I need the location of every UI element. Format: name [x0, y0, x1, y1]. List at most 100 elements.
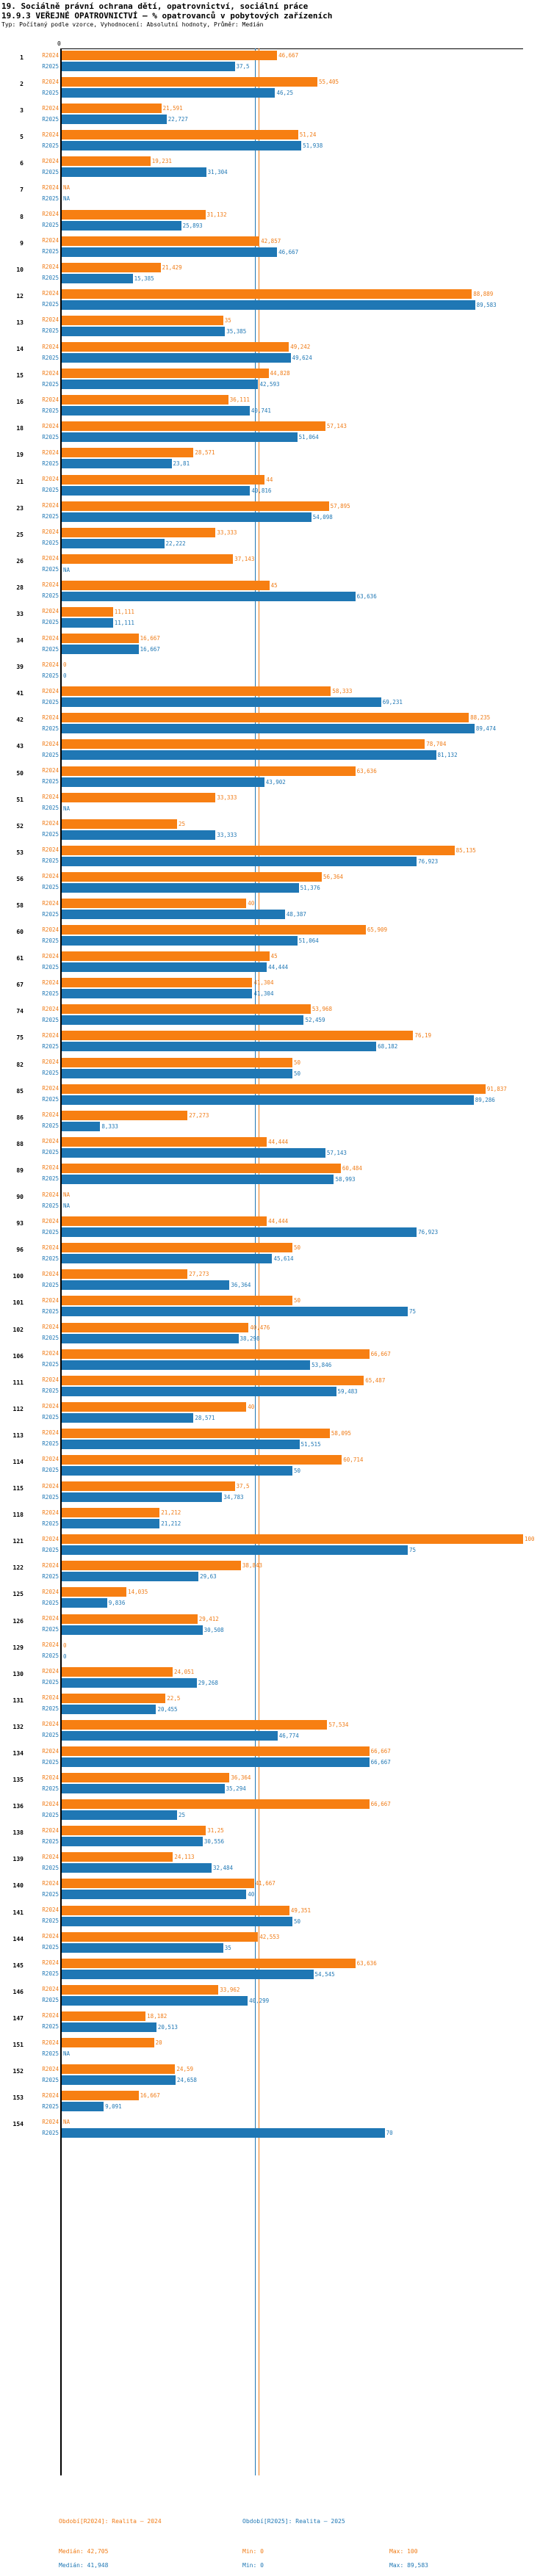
bar-2025[interactable]: [62, 88, 276, 98]
bar-2024[interactable]: [62, 1375, 364, 1385]
bar-2025[interactable]: [62, 538, 165, 548]
bar-2024[interactable]: [62, 1852, 173, 1862]
bar-2025[interactable]: [62, 1386, 336, 1396]
bar-2024[interactable]: [62, 395, 228, 405]
bar-2024[interactable]: [62, 925, 366, 935]
bar-2025[interactable]: [62, 247, 278, 257]
bar-2024[interactable]: [62, 342, 289, 352]
bar-2025[interactable]: [62, 326, 226, 336]
bar-2024[interactable]: [62, 686, 331, 697]
bar-2025[interactable]: [62, 724, 475, 734]
bar-2025[interactable]: [62, 1916, 292, 1926]
bar-2024[interactable]: [62, 1905, 289, 1915]
bar-2025[interactable]: [62, 512, 311, 522]
bar-2024[interactable]: [62, 819, 177, 829]
bar-2025[interactable]: [62, 697, 381, 708]
bar-2025[interactable]: [62, 1625, 203, 1635]
bar-2024[interactable]: [62, 51, 278, 60]
bar-2025[interactable]: [62, 1147, 325, 1158]
bar-2025[interactable]: [62, 1095, 474, 1105]
bar-2025[interactable]: [62, 2022, 156, 2032]
bar-2025[interactable]: [62, 1677, 197, 1688]
bar-2025[interactable]: [62, 1863, 212, 1873]
bar-2025[interactable]: [62, 989, 253, 999]
bar-2024[interactable]: [62, 1004, 311, 1015]
bar-2024[interactable]: [62, 1216, 267, 1227]
bar-2025[interactable]: [62, 1890, 247, 1900]
bar-2025[interactable]: [62, 141, 302, 151]
bar-2024[interactable]: [62, 1799, 370, 1810]
bar-2025[interactable]: [62, 1360, 311, 1370]
bar-2025[interactable]: [62, 1333, 239, 1343]
bar-2025[interactable]: [62, 1465, 292, 1476]
bar-2025[interactable]: [62, 1174, 334, 1184]
bar-2025[interactable]: [62, 1995, 248, 2006]
bar-2024[interactable]: [62, 209, 206, 219]
bar-2025[interactable]: [62, 1757, 370, 1767]
bar-2024[interactable]: [62, 1879, 254, 1889]
bar-2025[interactable]: [62, 1942, 223, 1953]
bar-2024[interactable]: [62, 1349, 370, 1359]
bar-2024[interactable]: [62, 77, 317, 87]
bar-2025[interactable]: [62, 617, 113, 628]
bar-2024[interactable]: [62, 448, 194, 458]
bar-2025[interactable]: [62, 856, 417, 866]
bar-2024[interactable]: [62, 1163, 341, 1173]
bar-2024[interactable]: [62, 156, 151, 167]
bar-2024[interactable]: [62, 554, 234, 564]
bar-2025[interactable]: [62, 1121, 101, 1131]
bar-2024[interactable]: [62, 978, 253, 988]
bar-2025[interactable]: [62, 2128, 385, 2138]
bar-2024[interactable]: [62, 871, 322, 882]
bar-2024[interactable]: [62, 845, 455, 855]
bar-2025[interactable]: [62, 910, 285, 919]
bar-2025[interactable]: [62, 1227, 417, 1238]
bar-2024[interactable]: [62, 713, 469, 723]
bar-2025[interactable]: [62, 1598, 107, 1608]
bar-2024[interactable]: [62, 1136, 267, 1147]
bar-2025[interactable]: [62, 1545, 408, 1556]
bar-2024[interactable]: [62, 1746, 370, 1756]
bar-2024[interactable]: [62, 1428, 330, 1438]
bar-2024[interactable]: [62, 1481, 235, 1492]
bar-2024[interactable]: [62, 792, 216, 802]
bar-2024[interactable]: [62, 527, 216, 537]
bar-2025[interactable]: [62, 353, 291, 363]
bar-2025[interactable]: [62, 167, 206, 178]
bar-2024[interactable]: [62, 1508, 160, 1518]
bar-2024[interactable]: [62, 1666, 173, 1677]
bar-2025[interactable]: [62, 1784, 225, 1794]
bar-2024[interactable]: [62, 2038, 154, 2048]
bar-2025[interactable]: [62, 406, 250, 416]
bar-2025[interactable]: [62, 300, 475, 310]
bar-2024[interactable]: [62, 1984, 219, 1995]
bar-2024[interactable]: [62, 1110, 188, 1120]
bar-2025[interactable]: [62, 220, 181, 231]
bar-2024[interactable]: [62, 766, 356, 776]
bar-2024[interactable]: [62, 739, 425, 750]
bar-2025[interactable]: [62, 62, 235, 71]
bar-2025[interactable]: [62, 962, 267, 973]
bar-2025[interactable]: [62, 1704, 156, 1714]
bar-2025[interactable]: [62, 459, 172, 469]
bar-2025[interactable]: [62, 380, 259, 390]
bar-2024[interactable]: [62, 315, 223, 325]
bar-2024[interactable]: [62, 369, 269, 379]
bar-2025[interactable]: [62, 830, 216, 840]
bar-2025[interactable]: [62, 432, 298, 443]
bar-2025[interactable]: [62, 1015, 304, 1026]
bar-2024[interactable]: [62, 1084, 486, 1094]
bar-2025[interactable]: [62, 1412, 194, 1423]
bar-2025[interactable]: [62, 1572, 199, 1582]
bar-2024[interactable]: [62, 262, 161, 272]
bar-2024[interactable]: [62, 899, 247, 908]
bar-2024[interactable]: [62, 1958, 356, 1968]
bar-2025[interactable]: [62, 882, 299, 893]
bar-2025[interactable]: [62, 1969, 314, 1979]
bar-2024[interactable]: [62, 501, 329, 511]
bar-2024[interactable]: [62, 951, 270, 962]
bar-2025[interactable]: [62, 645, 139, 655]
bar-2024[interactable]: [62, 1057, 292, 1067]
bar-2024[interactable]: [62, 1561, 241, 1571]
bar-2025[interactable]: [62, 1837, 203, 1847]
